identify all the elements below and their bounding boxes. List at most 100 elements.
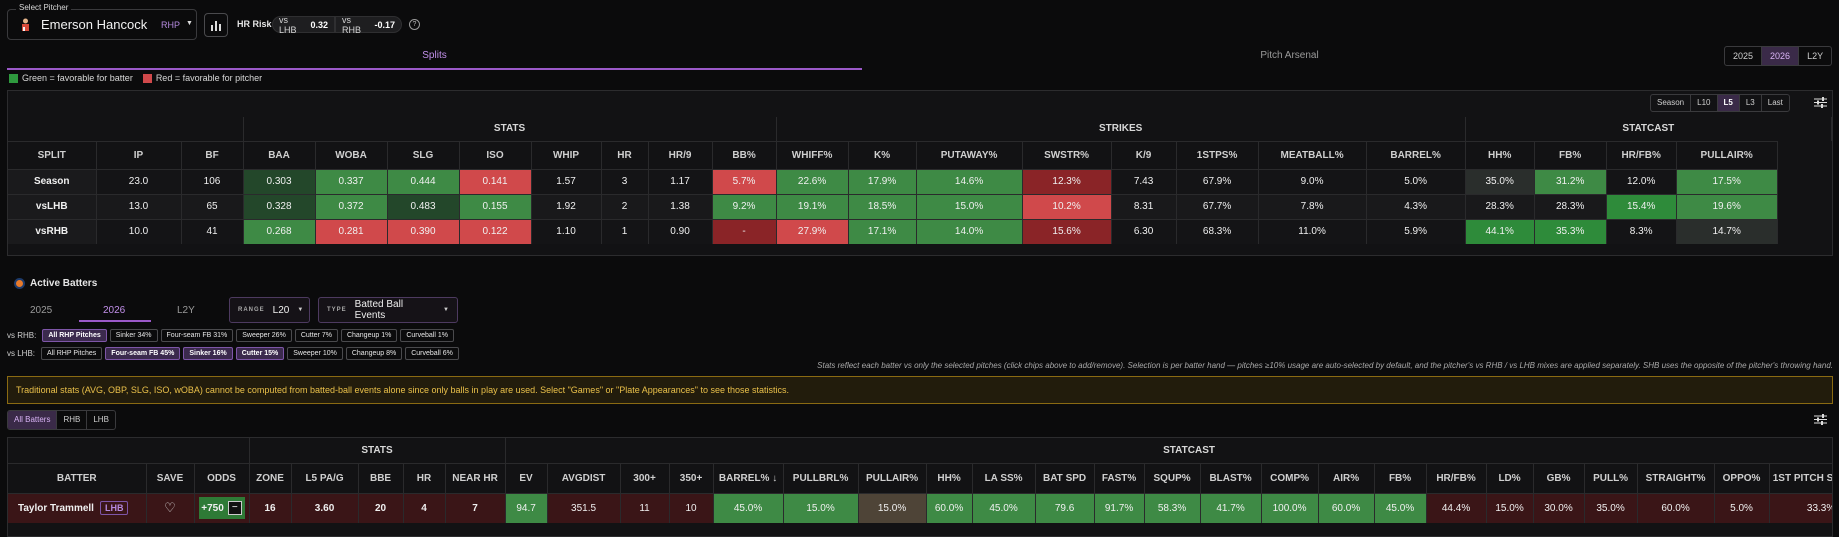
batter-row[interactable]: Taylor Trammell LHB ♡ +750−16 3.60 20 4 7 94.7 35…	[8, 492, 1832, 523]
sliders-icon[interactable]	[1814, 414, 1827, 425]
column-header[interactable]: AIR%	[1318, 462, 1375, 493]
column-header[interactable]: SWSTR%	[1022, 140, 1112, 169]
column-header[interactable]: HR/FB%	[1606, 140, 1677, 169]
column-header[interactable]: FB%	[1374, 462, 1427, 493]
column-header[interactable]: COMP%	[1261, 462, 1319, 493]
column-header[interactable]: 300+	[620, 462, 670, 493]
column-header[interactable]: PULL%	[1584, 462, 1638, 493]
column-header[interactable]: SLG	[387, 140, 460, 169]
column-header[interactable]: 350+	[669, 462, 714, 493]
column-header[interactable]: BAA	[243, 140, 316, 169]
column-header[interactable]: HR	[601, 140, 649, 169]
column-header[interactable]: HH%	[926, 462, 973, 493]
column-header[interactable]: BF	[181, 140, 244, 169]
pitch-chip[interactable]: Four-seam FB 31%	[160, 329, 234, 342]
column-header[interactable]: BB%	[712, 140, 777, 169]
tab-batters-2026[interactable]: 2026	[103, 305, 126, 316]
split-cell: 17.9%	[848, 168, 917, 194]
range-last-button[interactable]: Last	[1767, 98, 1783, 107]
range-l3-button[interactable]: L3	[1740, 95, 1762, 111]
filter-rhb[interactable]: RHB	[57, 411, 88, 429]
column-header[interactable]: GB%	[1533, 462, 1585, 493]
tab-batters-l2y[interactable]: L2Y	[177, 305, 195, 316]
column-header[interactable]: NEAR HR	[445, 462, 506, 493]
column-header[interactable]: ODDS	[194, 462, 250, 493]
hr-risk-label: HR Risk	[237, 19, 272, 29]
column-header[interactable]: WOBA	[315, 140, 388, 169]
tab-splits[interactable]: Splits	[422, 50, 447, 61]
column-header[interactable]: SQUP%	[1144, 462, 1201, 493]
split-cell: 1.17	[648, 168, 713, 194]
column-header[interactable]: BLAST%	[1200, 462, 1262, 493]
pitch-chip[interactable]: Curveball 6%	[405, 347, 459, 360]
heart-icon[interactable]: ♡	[164, 500, 176, 516]
column-header[interactable]: LA SS%	[972, 462, 1036, 493]
pitch-chip[interactable]: All RHP Pitches	[42, 329, 107, 342]
column-header[interactable]: HR	[403, 462, 446, 493]
column-header[interactable]: HR/9	[648, 140, 713, 169]
pitch-chip[interactable]: Four-seam FB 45%	[105, 347, 181, 360]
column-header[interactable]: IP	[96, 140, 182, 169]
column-header[interactable]: 1STPS%	[1176, 140, 1259, 169]
type-dropdown[interactable]: TYPE Batted Ball Events ▼	[318, 297, 458, 323]
split-cell: 1.10	[531, 218, 602, 244]
column-header[interactable]: FB%	[1534, 140, 1607, 169]
pitcher-select[interactable]: Select Pitcher Emerson Hancock RHP ▼	[7, 3, 197, 40]
column-header[interactable]: MEATBALL%	[1258, 140, 1367, 169]
column-header[interactable]: K/9	[1111, 140, 1177, 169]
column-header[interactable]: L5 PA/G	[291, 462, 359, 493]
column-header[interactable]: STRAIGHT%	[1637, 462, 1715, 493]
column-header[interactable]: K%	[848, 140, 917, 169]
tab-pitch-arsenal[interactable]: Pitch Arsenal	[1260, 50, 1319, 61]
pitch-chip[interactable]: Cutter 7%	[294, 329, 338, 342]
column-header[interactable]: EV	[505, 462, 548, 493]
column-header[interactable]: AVGDIST	[547, 462, 621, 493]
info-icon[interactable]: ?	[409, 19, 420, 30]
pitch-chip[interactable]: All RHP Pitches	[41, 347, 103, 360]
column-header[interactable]: PUTAWAY%	[916, 140, 1023, 169]
season-l2y-button[interactable]: L2Y	[1807, 51, 1824, 61]
column-header[interactable]: BBE	[358, 462, 404, 493]
range-season-button[interactable]: Season	[1651, 95, 1692, 111]
pitch-chip[interactable]: Changeup 8%	[345, 347, 403, 360]
column-header[interactable]: 1ST PITCH SWING%	[1769, 462, 1832, 493]
range-l5-button[interactable]: L5	[1717, 95, 1740, 111]
column-header[interactable]: WHIFF%	[776, 140, 849, 169]
season-2025-button[interactable]: 2025	[1725, 47, 1763, 65]
column-header[interactable]: ISO	[459, 140, 532, 169]
pitch-chip[interactable]: Sweeper 26%	[236, 329, 292, 342]
bar-chart-button[interactable]	[204, 13, 228, 37]
pitch-chip[interactable]: Sinker 16%	[183, 347, 233, 360]
column-header[interactable]: OPPO%	[1714, 462, 1770, 493]
column-header[interactable]: PULLAIR%	[858, 462, 927, 493]
pitch-chip[interactable]: Curveball 1%	[400, 329, 454, 342]
column-header[interactable]: PULLBRL%	[783, 462, 859, 493]
range-l10-button[interactable]: L10	[1691, 95, 1718, 111]
filter-lhb[interactable]: LHB	[93, 415, 109, 424]
column-header[interactable]: BARREL% ↓	[713, 462, 784, 493]
minus-icon[interactable]: −	[227, 501, 242, 516]
tab-batters-2025[interactable]: 2025	[30, 305, 53, 316]
column-header[interactable]: PULLAIR%	[1676, 140, 1778, 169]
column-header[interactable]: HH%	[1465, 140, 1535, 169]
column-header[interactable]: LD%	[1486, 462, 1534, 493]
column-header[interactable]: BARREL%	[1366, 140, 1466, 169]
range-dropdown[interactable]: RANGE L20 ▼	[229, 297, 310, 323]
column-header[interactable]: SAVE	[146, 462, 195, 493]
sliders-icon[interactable]	[1814, 97, 1827, 108]
pitch-chip[interactable]: Changeup 1%	[340, 329, 398, 342]
column-header[interactable]: BAT SPD	[1035, 462, 1095, 493]
pitch-chip[interactable]: Sinker 34%	[109, 329, 158, 342]
season-2026-button[interactable]: 2026	[1762, 47, 1800, 65]
batter-stat-cell: 58.3%	[1144, 492, 1201, 523]
column-header[interactable]: ZONE	[249, 462, 292, 493]
pitch-chip[interactable]: Cutter 15%	[235, 347, 285, 360]
column-header[interactable]: SPLIT	[8, 140, 97, 169]
column-header[interactable]: WHIP	[531, 140, 602, 169]
batter-name[interactable]: Taylor Trammell	[18, 503, 94, 515]
filter-all-batters[interactable]: All Batters	[8, 411, 58, 429]
column-header[interactable]: HR/FB%	[1426, 462, 1487, 493]
column-header[interactable]: FAST%	[1094, 462, 1145, 493]
pitch-chip[interactable]: Sweeper 10%	[287, 347, 343, 360]
column-header[interactable]: BATTER	[8, 462, 147, 493]
